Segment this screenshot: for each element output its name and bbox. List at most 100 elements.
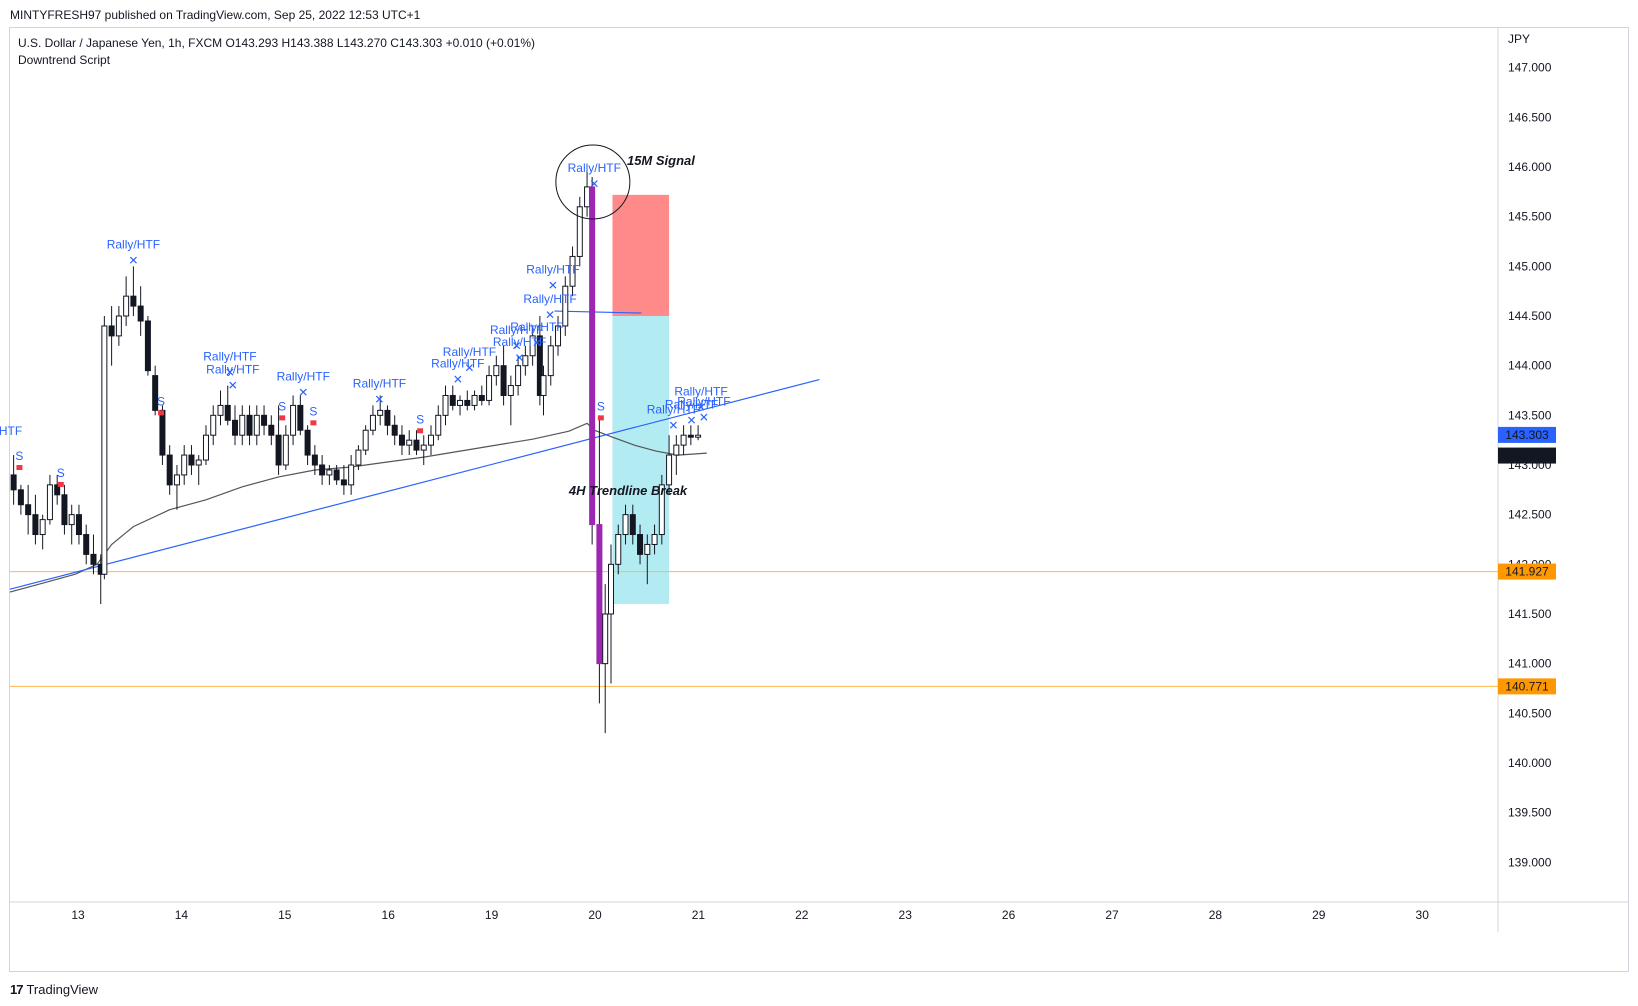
candle-body[interactable] [398,434,405,446]
candle-body[interactable] [115,315,122,337]
candle-body[interactable] [391,424,398,436]
candle-body[interactable] [224,404,231,421]
candle-body[interactable] [90,553,97,565]
candle-body[interactable] [268,424,275,436]
indicator-name[interactable]: Downtrend Script [18,53,111,67]
candle-body[interactable] [108,325,115,337]
candle-body[interactable] [181,454,188,476]
candle-body[interactable] [32,514,39,536]
candle-body[interactable] [536,335,543,396]
candle-body[interactable] [493,365,500,377]
candle-body[interactable] [666,454,673,486]
candle-body[interactable] [384,409,391,426]
candle-body[interactable] [17,489,24,506]
candle-body[interactable] [195,459,202,466]
candle-body[interactable] [246,414,253,436]
candle-body[interactable] [608,563,615,615]
candle-body[interactable] [348,464,355,486]
candle-body[interactable] [615,534,622,565]
candle-body[interactable] [486,375,493,401]
candle-body[interactable] [449,394,456,406]
candle-body[interactable] [10,474,17,491]
symbol-ohlc-line[interactable]: U.S. Dollar / Japanese Yen, 1h, FXCM O14… [18,36,536,50]
candle-body[interactable] [304,429,311,456]
candle-body[interactable] [282,434,289,466]
moving-average-line[interactable] [9,422,707,593]
candle-body[interactable] [355,449,362,466]
take-profit-zone[interactable] [612,316,670,605]
candle-body[interactable] [369,414,376,431]
candle-body[interactable] [547,345,554,377]
candle-body[interactable] [144,320,151,372]
candle-body[interactable] [137,305,144,322]
candle-body[interactable] [210,414,217,436]
candle-body[interactable] [529,335,536,357]
resistance-line[interactable] [554,310,642,314]
candle-body[interactable] [261,414,268,426]
candle-body[interactable] [637,534,644,555]
candle-body[interactable] [442,394,449,416]
candle-body[interactable] [61,494,68,526]
candle-body[interactable] [457,399,464,406]
candle-body[interactable] [644,543,651,555]
candle-body[interactable] [123,295,130,317]
trendline[interactable] [9,379,820,590]
candle-body[interactable] [471,394,478,406]
candle-body[interactable] [68,514,75,526]
candle-body[interactable] [326,469,333,476]
candle-body[interactable] [239,414,246,436]
candle-body[interactable] [515,365,522,387]
candle-body[interactable] [319,464,326,476]
candle-body[interactable] [202,434,209,461]
price-tag[interactable] [1498,678,1556,695]
candle-body[interactable] [478,394,485,401]
candle-body[interactable] [173,474,180,486]
candle-body[interactable] [622,514,629,536]
candle-body[interactable] [406,439,413,446]
candle-body[interactable] [589,186,596,526]
candle-body[interactable] [569,255,576,287]
candle-body[interactable] [188,454,195,466]
candle-body[interactable] [166,454,173,486]
candle-body[interactable] [83,534,90,555]
candle-body[interactable] [46,484,53,521]
candle-body[interactable] [576,206,583,257]
candle-body[interactable] [253,414,260,436]
candle-body[interactable] [540,375,547,396]
candle-body[interactable] [687,434,694,438]
price-tag[interactable] [1498,426,1556,443]
candle-body[interactable] [695,434,702,438]
candle-body[interactable] [232,419,239,436]
price-tag[interactable] [1498,563,1556,580]
candle-body[interactable] [297,404,304,431]
candle-body[interactable] [464,399,471,406]
signal-circle[interactable] [555,144,631,220]
candle-body[interactable] [555,325,562,347]
candle-body[interactable] [427,434,434,446]
candle-body[interactable] [39,519,46,536]
candle-body[interactable] [340,479,347,486]
candle-body[interactable] [362,429,369,451]
candle-body[interactable] [333,469,340,481]
candle-body[interactable] [680,434,687,446]
candle-body[interactable] [101,325,108,575]
candle-body[interactable] [159,409,166,456]
candle-body[interactable] [420,444,427,451]
candle-body[interactable] [311,454,318,466]
footer-brand[interactable]: 17 TradingView [10,982,98,997]
candle-body[interactable] [435,414,442,436]
candle-body[interactable] [602,613,609,665]
candle-body[interactable] [75,514,82,536]
candle-body[interactable] [275,434,282,466]
candle-body[interactable] [25,504,32,516]
candle-body[interactable] [507,385,514,396]
price-tag[interactable] [1498,447,1556,464]
candle-body[interactable] [629,514,636,536]
candle-body[interactable] [562,285,569,327]
candle-body[interactable] [413,439,420,451]
candle-body[interactable] [658,484,665,536]
candle-body[interactable] [152,375,159,411]
candle-body[interactable] [500,365,507,396]
candle-body[interactable] [522,355,529,367]
